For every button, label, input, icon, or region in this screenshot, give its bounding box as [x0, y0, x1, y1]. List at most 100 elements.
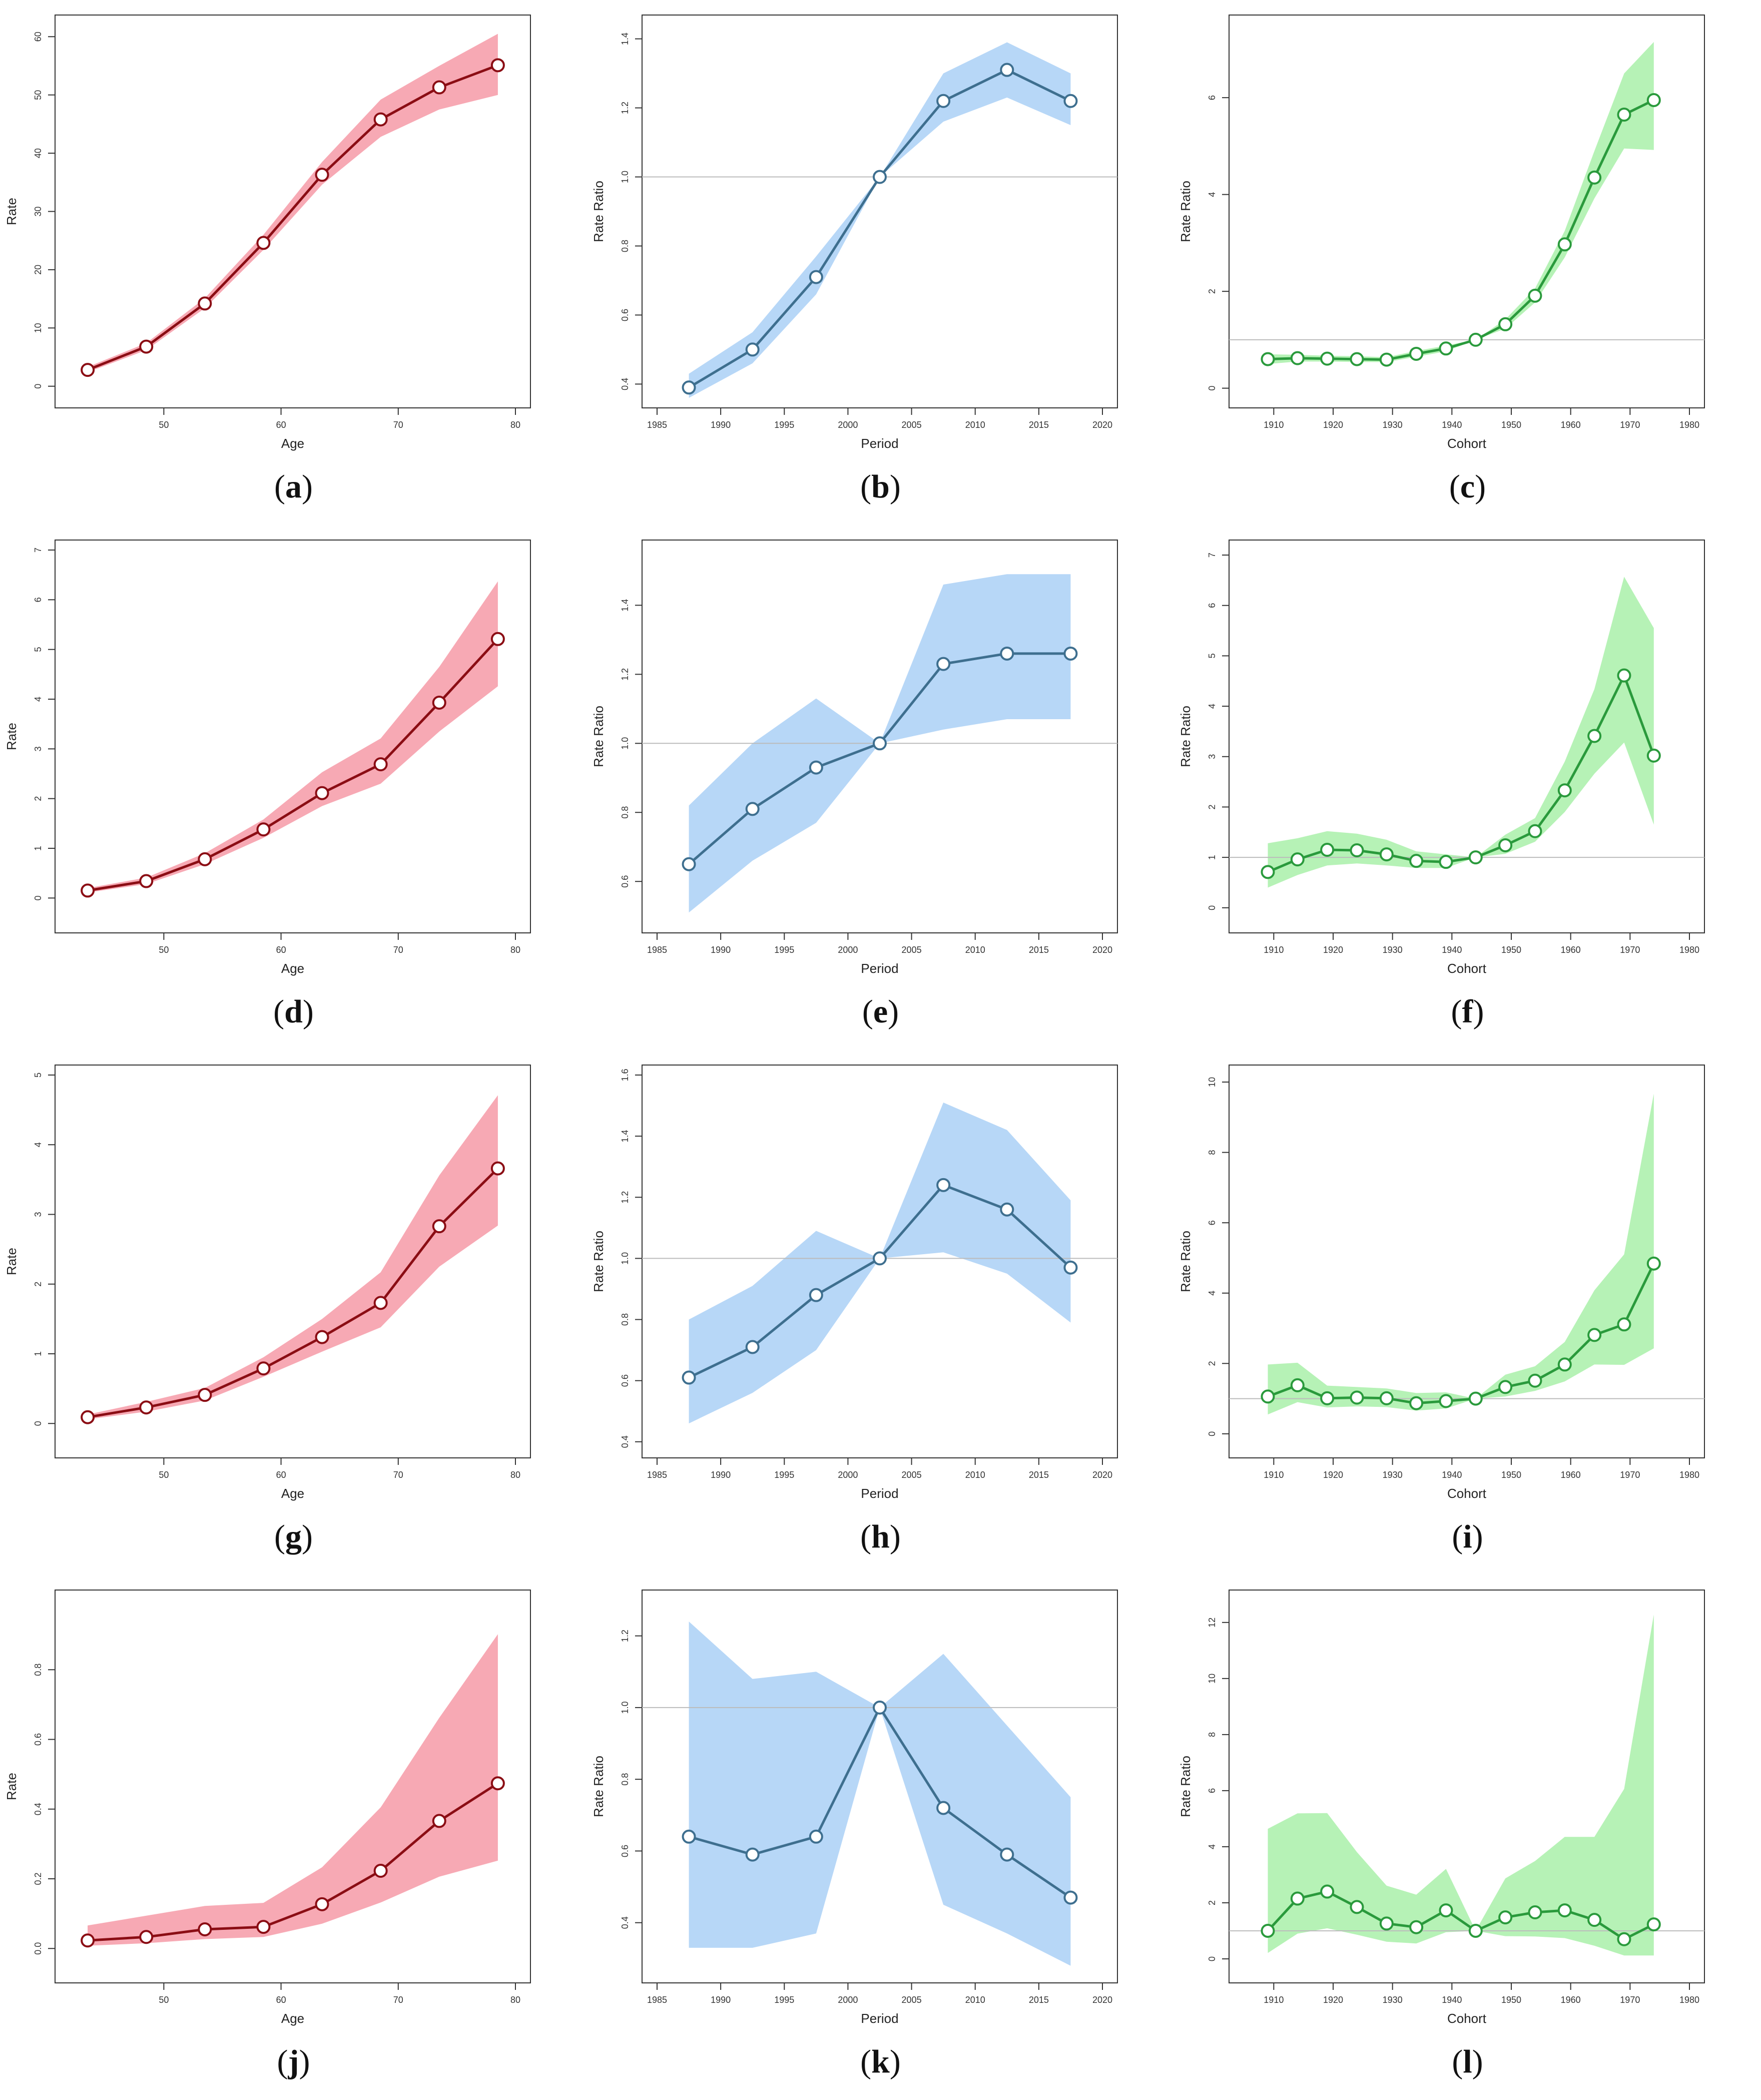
y-tick-label: 0.8 — [620, 1773, 630, 1786]
series-line — [1268, 99, 1654, 361]
data-point — [1261, 865, 1275, 879]
y-tick-label: 0 — [1207, 386, 1217, 391]
confidence-band — [88, 34, 498, 372]
y-axis-label: Rate — [4, 1248, 19, 1275]
x-tick-label: 70 — [393, 945, 403, 955]
x-tick-label: 2020 — [1092, 1995, 1112, 2005]
data-point — [873, 170, 887, 184]
x-tick-label: 50 — [159, 1995, 169, 2005]
data-point — [373, 757, 388, 772]
data-point — [745, 802, 760, 816]
chart-panel-e: 0.6 0.8 1.0 1.2 1.4 1985 1990 1995 2000 2005 2010 2… — [587, 525, 1174, 1050]
x-tick-label: 1985 — [647, 420, 667, 430]
data-point — [1617, 668, 1631, 683]
y-tick-label: 1.2 — [620, 102, 630, 114]
panel-caption-letter: l — [1463, 2043, 1472, 2080]
data-point — [1528, 824, 1542, 838]
data-point — [873, 1700, 887, 1715]
data-point — [745, 1340, 760, 1354]
x-tick-label: 1990 — [711, 945, 731, 955]
y-tick-label: 10 — [33, 323, 43, 333]
x-axis-label: Period — [861, 2011, 898, 2026]
x-tick-label: 2005 — [902, 1470, 922, 1480]
data-point — [1587, 1328, 1602, 1342]
y-tick-label: 4 — [1207, 192, 1217, 197]
data-point — [1063, 1260, 1078, 1275]
y-tick-label: 4 — [1207, 1291, 1217, 1296]
x-tick-label: 70 — [393, 1995, 403, 2005]
data-point — [1409, 1396, 1424, 1410]
y-tick-label: 0.8 — [620, 1313, 630, 1326]
data-point — [1528, 288, 1542, 303]
data-point — [1000, 1847, 1014, 1862]
data-point — [1498, 1910, 1513, 1925]
plot-frame — [642, 540, 1118, 933]
y-tick-label: 30 — [33, 206, 43, 216]
y-tick-label: 0.8 — [620, 240, 630, 252]
data-point — [936, 94, 951, 108]
x-tick-label: 1920 — [1323, 1995, 1343, 2005]
x-tick-label: 1970 — [1620, 945, 1640, 955]
data-point — [1350, 1900, 1364, 1914]
x-tick-label: 1910 — [1264, 945, 1284, 955]
confidence-band — [88, 1095, 498, 1419]
y-tick-label: 2 — [1207, 289, 1217, 294]
x-tick-label: 1920 — [1323, 945, 1343, 955]
y-axis-label: Rate — [4, 198, 19, 225]
x-tick-label: 2010 — [965, 945, 985, 955]
data-point — [1498, 1380, 1513, 1394]
x-tick-label: 2000 — [838, 1470, 858, 1480]
x-tick-label: 1920 — [1323, 1470, 1343, 1480]
series-line — [87, 638, 499, 892]
panel-caption: (l) — [1452, 2043, 1483, 2080]
x-tick-label: 2015 — [1029, 1995, 1049, 2005]
data-point — [1063, 1890, 1078, 1905]
panel-caption: (i) — [1452, 1518, 1483, 1555]
data-point — [1557, 1357, 1572, 1372]
data-point — [1468, 1923, 1483, 1938]
plot-frame — [55, 1590, 531, 1983]
data-point — [1617, 107, 1631, 122]
panel-caption-letter: i — [1463, 1518, 1472, 1555]
data-point — [1000, 646, 1014, 661]
data-point — [315, 786, 329, 800]
confidence-band — [88, 581, 498, 893]
y-tick-label: 40 — [33, 148, 43, 158]
x-axis-label: Age — [281, 2011, 304, 2026]
data-point — [315, 168, 329, 182]
x-tick-label: 1985 — [647, 1995, 667, 2005]
data-point — [1063, 646, 1078, 661]
x-tick-label: 1995 — [774, 420, 794, 430]
x-tick-label: 1950 — [1501, 420, 1521, 430]
data-point — [1557, 237, 1572, 252]
confidence-band — [1268, 42, 1654, 364]
chart-panel-j: 0.0 0.2 0.4 0.6 0.8 50 60 70 80 Age Rate (j) — [0, 1575, 587, 2100]
plot-frame — [55, 1065, 531, 1458]
y-axis-label: Rate Ratio — [1178, 1231, 1193, 1292]
y-tick-label: 0.0 — [33, 1942, 43, 1955]
data-point — [1468, 850, 1483, 865]
data-point — [936, 657, 951, 671]
x-tick-label: 2015 — [1029, 1470, 1049, 1480]
x-tick-label: 2015 — [1029, 945, 1049, 955]
x-tick-label: 1930 — [1383, 1470, 1403, 1480]
y-tick-label: 0.6 — [620, 1374, 630, 1387]
plot-frame — [642, 1590, 1118, 1983]
data-point — [1379, 1391, 1394, 1405]
data-point — [315, 1897, 329, 1911]
y-tick-label: 0.8 — [33, 1664, 43, 1676]
data-point — [809, 270, 823, 284]
chart-svg-h: 0.4 0.6 0.8 1.0 1.2 1.4 1.6 1985 1990 1995 2000 200… — [591, 1065, 1118, 1501]
data-point — [139, 1930, 154, 1944]
y-tick-label: 1.2 — [620, 1630, 630, 1642]
x-tick-label: 2005 — [902, 420, 922, 430]
x-tick-label: 1980 — [1679, 1470, 1699, 1480]
confidence-band — [689, 1103, 1071, 1424]
chart-panel-i: 0 2 4 6 8 10 1910 1920 1930 1940 1950 1960 1970 1980 C… — [1174, 1050, 1761, 1575]
x-tick-label: 1995 — [774, 1995, 794, 2005]
y-tick-label: 0.6 — [33, 1733, 43, 1746]
series-line — [87, 1782, 499, 1942]
y-tick-label: 3 — [1207, 754, 1217, 759]
data-point — [81, 363, 95, 377]
chart-panel-b: 0.4 0.6 0.8 1.0 1.2 1.4 1985 1990 1995 2000 2005 20… — [587, 0, 1174, 525]
